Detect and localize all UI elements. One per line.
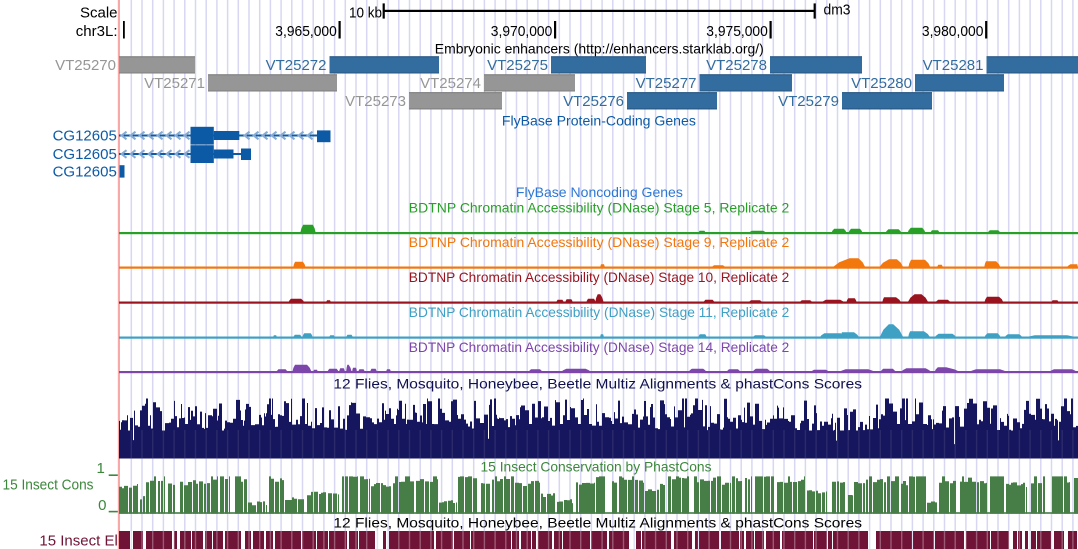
svg-text:VT25277: VT25277 — [636, 75, 697, 92]
svg-text:0: 0 — [98, 497, 106, 514]
svg-text:CG12605: CG12605 — [53, 127, 117, 144]
svg-text:15 Insect El: 15 Insect El — [39, 533, 117, 549]
svg-text:VT25281: VT25281 — [923, 57, 984, 74]
svg-text:VT25272: VT25272 — [266, 57, 327, 74]
svg-text:BDTNP Chromatin Accessibility: BDTNP Chromatin Accessibility (DNase) St… — [409, 234, 790, 250]
svg-text:VT25276: VT25276 — [563, 93, 624, 110]
svg-text:12 Flies, Mosquito, Honeybee,: 12 Flies, Mosquito, Honeybee, Beetle Mul… — [333, 375, 862, 391]
svg-text:3,975,000: 3,975,000 — [706, 23, 768, 40]
svg-text:VT25275: VT25275 — [487, 57, 548, 74]
svg-text:VT25278: VT25278 — [706, 57, 767, 74]
svg-text:VT25280: VT25280 — [851, 75, 912, 92]
svg-text:BDTNP Chromatin Accessibility: BDTNP Chromatin Accessibility (DNase) St… — [409, 339, 790, 355]
svg-text:chr3L:: chr3L: — [76, 23, 118, 40]
svg-text:15 Insect Conservation by Phas: 15 Insect Conservation by PhastCons — [481, 458, 712, 474]
svg-text:BDTNP Chromatin Accessibility: BDTNP Chromatin Accessibility (DNase) St… — [409, 304, 790, 320]
svg-text:BDTNP Chromatin Accessibility: BDTNP Chromatin Accessibility (DNase) St… — [409, 199, 790, 215]
svg-text:FlyBase Protein-Coding Genes: FlyBase Protein-Coding Genes — [502, 113, 696, 129]
svg-text:10 kb: 10 kb — [349, 5, 382, 22]
svg-text:Embryonic enhancers (http://en: Embryonic enhancers (http://enhancers.st… — [435, 41, 764, 57]
svg-text:3,970,000: 3,970,000 — [491, 23, 553, 40]
svg-text:VT25271: VT25271 — [144, 75, 205, 92]
svg-text:3,965,000: 3,965,000 — [275, 23, 337, 40]
svg-text:VT25270: VT25270 — [55, 57, 116, 74]
svg-text:CG12605: CG12605 — [53, 146, 117, 163]
svg-text:VT25274: VT25274 — [420, 75, 481, 92]
svg-text:VT25273: VT25273 — [345, 93, 406, 110]
svg-text:12 Flies, Mosquito, Honeybee,: 12 Flies, Mosquito, Honeybee, Beetle Mul… — [333, 515, 862, 531]
svg-text:VT25279: VT25279 — [778, 93, 839, 110]
svg-text:BDTNP Chromatin Accessibility: BDTNP Chromatin Accessibility (DNase) St… — [409, 269, 790, 285]
svg-text:FlyBase Noncoding Genes: FlyBase Noncoding Genes — [516, 184, 683, 200]
svg-text:3,980,000: 3,980,000 — [922, 23, 984, 40]
svg-text:1: 1 — [96, 460, 104, 477]
svg-text:dm3: dm3 — [824, 2, 851, 19]
svg-text:15 Insect Cons: 15 Insect Cons — [3, 476, 94, 493]
svg-text:Scale: Scale — [80, 5, 118, 22]
svg-text:CG12605: CG12605 — [53, 164, 117, 181]
